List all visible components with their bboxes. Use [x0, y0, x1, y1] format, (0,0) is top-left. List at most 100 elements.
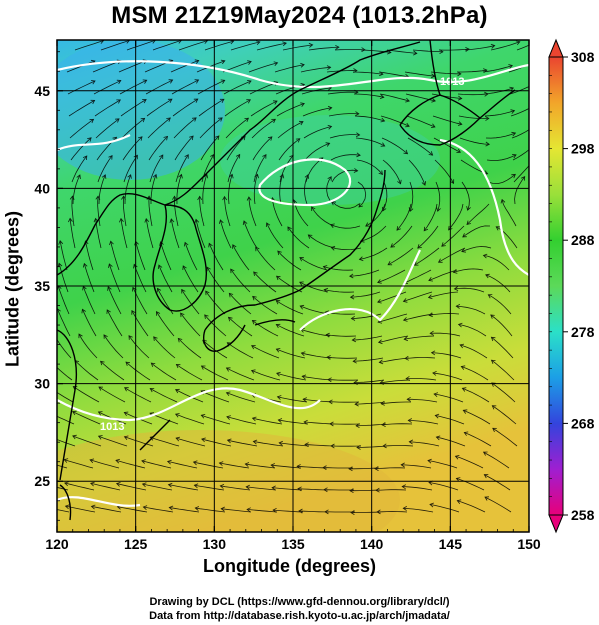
streamline-arrowhead — [245, 484, 250, 490]
streamline — [304, 174, 309, 205]
colorbar-bottom-triangle — [548, 514, 564, 534]
streamline-arrowhead — [38, 459, 42, 463]
streamline — [457, 500, 486, 513]
streamline-arrowhead — [200, 414, 206, 419]
streamline-arrowhead — [252, 295, 257, 301]
streamline — [276, 275, 303, 293]
streamline-arrowhead — [275, 300, 281, 305]
streamline — [377, 291, 407, 303]
streamline — [404, 71, 435, 77]
streamline — [131, 310, 149, 337]
y-tick-label: 45 — [34, 83, 50, 99]
streamline-arrowhead — [490, 314, 495, 319]
streamline-arrowhead — [404, 355, 409, 361]
streamline — [459, 137, 490, 145]
streamline-arrowhead — [208, 242, 213, 248]
streamline-arrowhead — [226, 415, 231, 420]
streamline-arrowhead — [183, 241, 189, 247]
streamline — [171, 79, 199, 95]
streamline-arrowhead — [275, 323, 281, 329]
streamline — [390, 225, 413, 248]
streamline — [277, 396, 308, 403]
streamline — [357, 181, 367, 208]
streamline-arrowhead — [457, 121, 463, 126]
streamline — [353, 357, 384, 362]
streamline — [176, 364, 203, 381]
streamline-arrowhead — [189, 135, 194, 141]
y-tick-label: 40 — [34, 180, 50, 196]
streamline — [82, 309, 97, 337]
streamline-arrowhead — [462, 409, 468, 414]
streamline — [408, 420, 439, 425]
streamline-arrowhead — [131, 310, 136, 315]
streamline-arrowhead — [277, 250, 282, 256]
streamline-arrowhead — [76, 174, 81, 180]
streamline-arrowhead — [166, 117, 171, 122]
streamline-arrowhead — [428, 277, 433, 282]
streamline — [484, 496, 512, 513]
streamline-arrowhead — [230, 268, 235, 274]
streamline — [230, 41, 260, 51]
streamline — [350, 291, 381, 298]
streamline — [251, 118, 276, 139]
streamline — [201, 438, 232, 447]
streamline — [409, 441, 440, 447]
streamline — [198, 98, 225, 117]
streamline — [57, 285, 70, 315]
streamline-arrowhead — [153, 336, 158, 341]
streamline-arrowhead — [210, 153, 215, 159]
streamline-arrowhead — [121, 195, 126, 200]
streamline-arrowhead — [490, 359, 496, 365]
streamline — [170, 60, 199, 73]
streamline-arrowhead — [327, 105, 333, 111]
streamline-arrowhead — [262, 154, 267, 159]
streamline-arrowhead — [459, 343, 465, 349]
streamline-arrowhead — [128, 335, 133, 340]
streamline — [194, 484, 225, 491]
streamline-arrowhead — [251, 416, 257, 422]
streamline-arrowhead — [390, 243, 395, 248]
streamline-arrowhead — [90, 80, 96, 85]
streamline — [152, 40, 182, 51]
streamline — [330, 154, 361, 161]
colorbar-ticks: 308 298 288 278 268 258 — [549, 49, 595, 523]
streamline — [251, 370, 281, 381]
streamline — [331, 201, 360, 209]
streamline-arrowhead — [349, 294, 355, 300]
streamline — [246, 486, 277, 491]
streamline-arrowhead — [227, 316, 233, 322]
streamline — [173, 117, 197, 139]
streamline-arrowhead — [356, 152, 361, 158]
streamline-arrowhead — [327, 176, 332, 181]
streamline — [156, 311, 175, 337]
streamline-arrowhead — [253, 271, 258, 276]
streamline — [255, 246, 276, 271]
streamline-arrowhead — [218, 117, 223, 122]
streamline — [160, 241, 172, 271]
streamline-arrowhead — [534, 143, 538, 147]
streamline-arrowhead — [308, 42, 314, 48]
streamline-arrowhead — [302, 397, 307, 403]
streamline-arrowhead — [430, 350, 436, 356]
streamline — [175, 154, 189, 183]
streamline — [57, 367, 73, 381]
streamline — [429, 504, 460, 513]
streamline-arrowhead — [510, 109, 516, 114]
streamline — [251, 345, 280, 359]
streamline — [275, 300, 304, 315]
streamline — [119, 79, 147, 95]
streamline — [462, 225, 491, 238]
streamline-arrowhead — [141, 459, 146, 464]
streamline — [434, 159, 454, 184]
streamline-arrowhead — [455, 477, 461, 482]
colorbar-tick-label: 298 — [571, 141, 595, 157]
streamline — [170, 218, 180, 249]
streamline-arrowhead — [433, 392, 439, 397]
streamline — [266, 222, 284, 249]
streamline-arrowhead — [168, 505, 174, 511]
streamline — [64, 482, 95, 491]
streamline — [403, 291, 433, 302]
streamline-arrowhead — [352, 358, 357, 364]
streamline-arrowhead — [402, 317, 408, 322]
streamline-arrowhead — [72, 434, 77, 440]
